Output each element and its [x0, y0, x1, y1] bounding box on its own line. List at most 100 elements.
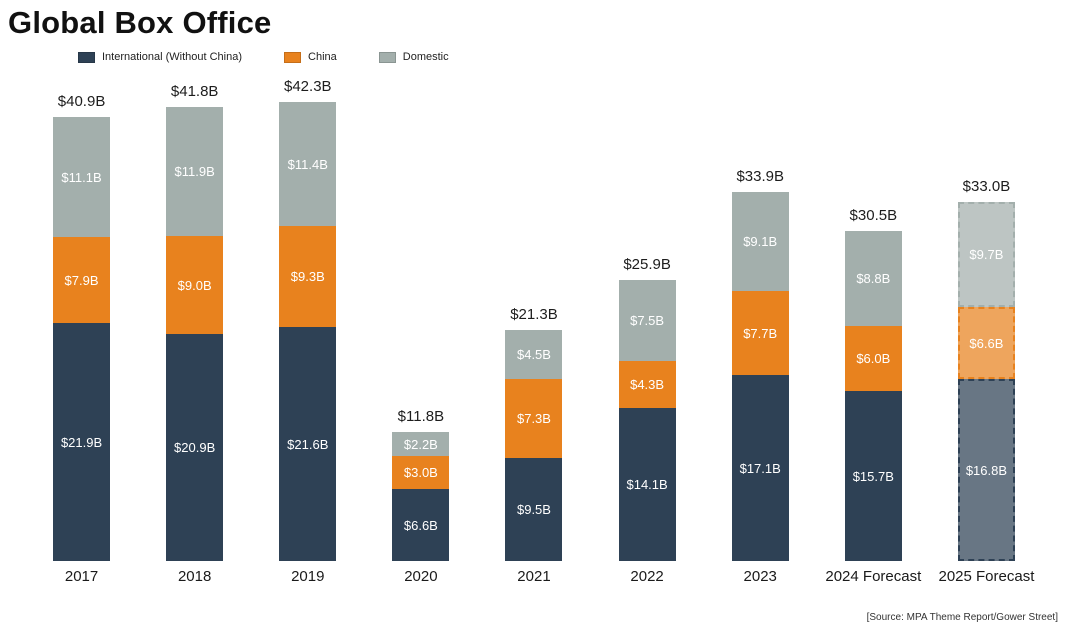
- legend-item: Domestic: [378, 51, 449, 63]
- segment-international: $6.6B: [392, 489, 450, 561]
- bar-total-label: $21.3B: [510, 306, 558, 323]
- segment-value-label: $4.5B: [516, 347, 551, 362]
- bar-column: $33.9B $9.1B $7.7B $17.1B 2023: [704, 67, 817, 587]
- legend-swatch-icon: [78, 51, 95, 63]
- x-axis-label: 2020: [404, 568, 438, 585]
- stacked-bar: $11.4B $9.3B $21.6B: [279, 102, 337, 561]
- segment-china: $7.7B: [731, 291, 789, 375]
- segment-domestic: $7.5B: [618, 280, 676, 361]
- x-axis-label: 2019: [291, 568, 325, 585]
- segment-value-label: $9.1B: [743, 234, 778, 249]
- segment-value-label: $6.6B: [403, 517, 438, 533]
- bar-total-label: $40.9B: [57, 93, 106, 110]
- segment-value-label: $2.2B: [403, 436, 438, 452]
- legend-swatch-icon: [378, 51, 396, 63]
- stacked-bar: $11.9B $9.0B $20.9B: [166, 107, 224, 561]
- x-axis-label: 2025 Forecast: [938, 568, 1035, 585]
- stacked-bar: $7.5B $4.3B $14.1B: [618, 280, 676, 561]
- segment-international: $9.5B: [505, 458, 563, 561]
- segment-international: $20.9B: [166, 334, 224, 561]
- segment-international: $17.1B: [731, 375, 789, 561]
- bar-total-label: $11.8B: [397, 408, 445, 425]
- segment-value-label: $4.3B: [630, 377, 665, 392]
- x-axis-label: 2024 Forecast: [825, 568, 922, 585]
- segment-value-label: $9.0B: [177, 277, 212, 293]
- segment-value-label: $20.9B: [174, 440, 216, 455]
- bar-column: $40.9B $11.1B $7.9B $21.9B 2017: [25, 67, 138, 587]
- bar-total-label: $33.9B: [736, 168, 784, 185]
- bar-column: $25.9B $7.5B $4.3B $14.1B 2022: [591, 67, 704, 587]
- legend-item: International (Without China): [78, 51, 242, 63]
- segment-domestic: $11.4B: [279, 102, 337, 226]
- legend-label: Domestic: [402, 51, 449, 63]
- stacked-bar-forecast: $9.7B $6.6B $16.8B: [957, 202, 1015, 561]
- segment-value-label: $8.8B: [856, 271, 891, 286]
- segment-china: $7.9B: [53, 237, 111, 323]
- bar-total-label: $42.3B: [284, 78, 332, 95]
- segment-china: $6.0B: [844, 326, 902, 391]
- segment-international: $15.7B: [844, 391, 902, 561]
- x-axis-label: 2017: [64, 568, 99, 585]
- segment-value-label: $14.1B: [626, 477, 668, 492]
- chart-title: Global Box Office: [8, 5, 272, 40]
- bar-column: $33.0B $9.7B $6.6B $16.8B 2025 Forecast: [930, 67, 1043, 587]
- segment-china: $9.0B: [166, 236, 224, 334]
- segment-value-label: $16.8B: [965, 462, 1008, 478]
- bar-total-label: $30.5B: [849, 207, 898, 224]
- stacked-bar: $11.1B $7.9B $21.9B: [53, 117, 111, 561]
- x-axis-label: 2023: [743, 568, 777, 585]
- segment-value-label: $6.6B: [969, 335, 1004, 351]
- segment-value-label: $11.1B: [61, 169, 102, 185]
- bar-total-label: $41.8B: [170, 83, 219, 100]
- bar-total-label: $25.9B: [623, 256, 671, 273]
- segment-value-label: $9.3B: [290, 269, 325, 284]
- legend-swatch-icon: [284, 51, 302, 63]
- segment-international: $21.9B: [53, 323, 111, 561]
- x-axis-label: 2018: [177, 568, 212, 585]
- stacked-bar: $2.2B $3.0B $6.6B: [392, 432, 450, 561]
- x-axis-label: 2022: [630, 568, 664, 585]
- bar-column: $11.8B $2.2B $3.0B $6.6B 2020: [364, 67, 477, 587]
- segment-domestic: $2.2B: [392, 432, 450, 456]
- segment-china: $3.0B: [392, 456, 450, 489]
- x-axis-label: 2021: [517, 568, 551, 585]
- segment-value-label: $7.9B: [64, 272, 99, 288]
- segment-value-label: $11.9B: [174, 164, 215, 179]
- segment-domestic: $9.1B: [731, 192, 789, 291]
- segment-value-label: $7.7B: [743, 325, 778, 341]
- stacked-bar: $4.5B $7.3B $9.5B: [505, 330, 563, 561]
- legend-label: China: [308, 51, 337, 63]
- segment-value-label: $7.3B: [516, 411, 551, 426]
- stacked-bar: $8.8B $6.0B $15.7B: [844, 231, 902, 561]
- segment-international: $16.8B: [957, 379, 1015, 561]
- segment-china: $7.3B: [505, 379, 563, 458]
- segment-value-label: $9.5B: [516, 502, 551, 517]
- segment-value-label: $7.5B: [630, 313, 665, 328]
- segment-value-label: $11.4B: [287, 156, 328, 172]
- segment-domestic: $11.9B: [166, 107, 224, 236]
- segment-value-label: $3.0B: [403, 465, 438, 480]
- legend-label: International (Without China): [102, 51, 243, 63]
- legend-item: China: [284, 51, 337, 63]
- legend: International (Without China) China Domest…: [78, 49, 1068, 65]
- stacked-bar-chart: $40.9B $11.1B $7.9B $21.9B 2017 $41.8B $11.9B $…: [25, 67, 1043, 587]
- segment-international: $14.1B: [618, 408, 676, 561]
- segment-domestic: $9.7B: [957, 202, 1015, 307]
- bar-column: $21.3B $4.5B $7.3B $9.5B 2021: [477, 67, 590, 587]
- bar-column: $30.5B $8.8B $6.0B $15.7B 2024 Forecast: [817, 67, 930, 587]
- segment-value-label: $21.6B: [287, 436, 329, 452]
- bar-total-label: $33.0B: [962, 178, 1011, 195]
- bar-column: $41.8B $11.9B $9.0B $20.9B 2018: [138, 67, 251, 587]
- segment-value-label: $9.7B: [969, 247, 1004, 262]
- segment-china: $6.6B: [957, 307, 1015, 379]
- segment-china: $4.3B: [618, 361, 676, 408]
- segment-value-label: $21.9B: [60, 434, 103, 450]
- bar-column: $42.3B $11.4B $9.3B $21.6B 2019: [251, 67, 364, 587]
- segment-value-label: $15.7B: [852, 468, 894, 484]
- stacked-bar: $9.1B $7.7B $17.1B: [731, 192, 789, 561]
- segment-domestic: $4.5B: [505, 330, 563, 379]
- segment-value-label: $6.0B: [856, 351, 891, 366]
- source-note: [Source: MPA Theme Report/Gower Street]: [866, 612, 1058, 623]
- segment-domestic: $8.8B: [844, 231, 902, 326]
